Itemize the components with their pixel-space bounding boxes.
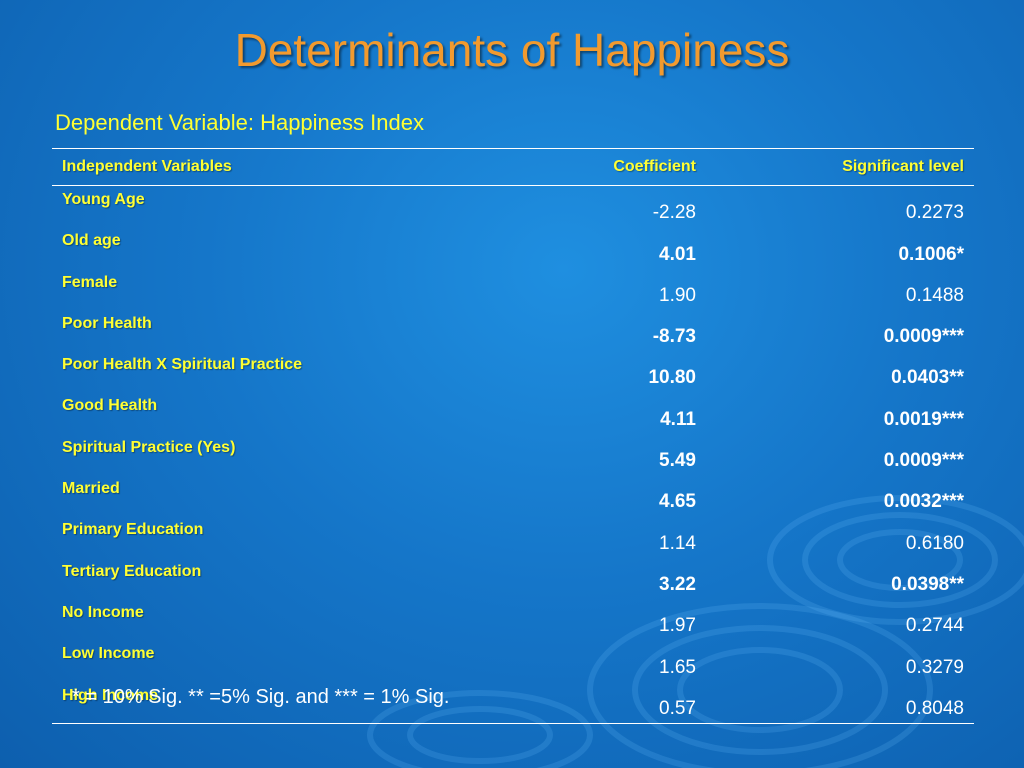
table-row: Low Income 1.65 0.3279 bbox=[52, 640, 974, 681]
coefficient-cell: 5.49 bbox=[659, 450, 696, 472]
slide-title: Determinants of Happiness bbox=[234, 24, 790, 76]
significance-cell: 0.0009*** bbox=[883, 326, 964, 348]
table-row: Good Health 4.11 0.0019*** bbox=[52, 392, 974, 433]
coefficient-cell: 4.65 bbox=[659, 491, 696, 513]
variable-name-cell: Tertiary Education bbox=[62, 562, 202, 580]
variable-name-cell: Spiritual Practice (Yes) bbox=[62, 438, 236, 456]
table-row: Married 4.65 0.0032*** bbox=[52, 475, 974, 516]
variable-name-cell: Female bbox=[62, 273, 118, 291]
coefficient-cell: -8.73 bbox=[652, 326, 696, 348]
coefficient-cell: 1.90 bbox=[659, 284, 696, 306]
variable-name-cell: High Income bbox=[52, 681, 492, 724]
table-row: Old age 4.01 0.1006* bbox=[52, 227, 974, 268]
coefficient-cell: 4.01 bbox=[659, 243, 696, 265]
regression-table-container: Independent Variables Coefficient Signif… bbox=[52, 148, 974, 724]
table-row: High Income 0.57 0.8048 bbox=[52, 681, 974, 724]
table-row: Female 1.90 0.1488 bbox=[52, 269, 974, 310]
variable-name-cell: Old age bbox=[62, 232, 121, 250]
table-header-row: Independent Variables Coefficient Signif… bbox=[52, 148, 974, 186]
significance-cell: 0.0019*** bbox=[883, 408, 964, 430]
variable-name-cell: No Income bbox=[62, 603, 144, 621]
coefficient-cell: 1.97 bbox=[659, 615, 696, 637]
variable-name-cell: Poor Health X Spiritual Practice bbox=[62, 356, 303, 374]
regression-table: Independent Variables Coefficient Signif… bbox=[52, 148, 974, 724]
variable-name-cell: Married bbox=[62, 480, 120, 498]
coefficient-cell: 4.11 bbox=[660, 408, 696, 430]
header-independent-variables: Independent Variables bbox=[52, 148, 492, 186]
significance-cell: 0.2744 bbox=[905, 615, 964, 637]
variable-name-cell: Young Age bbox=[62, 191, 145, 208]
table-row: Poor Health X Spiritual Practice 10.80 0.0… bbox=[52, 351, 974, 392]
significance-cell: 0.6180 bbox=[905, 532, 964, 554]
significance-cell: 0.1006* bbox=[898, 243, 964, 265]
variable-name-cell: Good Health bbox=[62, 397, 158, 415]
table-row: Spiritual Practice (Yes) 5.49 0.0009*** bbox=[52, 434, 974, 475]
header-significance: Significant level bbox=[706, 148, 974, 186]
coefficient-cell: -2.28 bbox=[652, 202, 696, 224]
significance-cell: 0.2273 bbox=[905, 202, 964, 224]
table-row: No Income 1.97 0.2744 bbox=[52, 599, 974, 640]
significance-cell: 0.0009*** bbox=[883, 450, 964, 472]
significance-cell: 0.0403** bbox=[891, 367, 964, 389]
table-row: Young Age -2.28 0.2273 bbox=[52, 186, 974, 228]
significance-cell: 0.8048 bbox=[706, 681, 974, 724]
variable-name-cell: Low Income bbox=[62, 645, 155, 663]
significance-cell: 0.0032*** bbox=[883, 491, 964, 513]
header-coefficient: Coefficient bbox=[492, 148, 706, 186]
coefficient-cell: 1.65 bbox=[659, 656, 696, 678]
table-row: Tertiary Education 3.22 0.0398** bbox=[52, 558, 974, 599]
coefficient-cell: 1.14 bbox=[659, 532, 696, 554]
table-body: Young Age -2.28 0.2273 Old age 4.01 0.1006* Fe… bbox=[52, 186, 974, 724]
variable-name-cell: Primary Education bbox=[62, 521, 204, 539]
coefficient-cell: 3.22 bbox=[659, 573, 696, 595]
dependent-variable-subtitle: Dependent Variable: Happiness Index bbox=[55, 110, 424, 135]
table-row: Primary Education 1.14 0.6180 bbox=[52, 516, 974, 557]
significance-cell: 0.1488 bbox=[905, 284, 964, 306]
coefficient-cell: 0.57 bbox=[492, 681, 706, 724]
table-row: Poor Health -8.73 0.0009*** bbox=[52, 310, 974, 351]
significance-cell: 0.0398** bbox=[891, 573, 964, 595]
coefficient-cell: 10.80 bbox=[648, 367, 696, 389]
variable-name-cell: Poor Health bbox=[62, 314, 152, 332]
significance-footnote: * = 10% Sig. ** =5% Sig. and *** = 1% Si… bbox=[72, 686, 450, 708]
significance-cell: 0.3279 bbox=[905, 656, 964, 678]
